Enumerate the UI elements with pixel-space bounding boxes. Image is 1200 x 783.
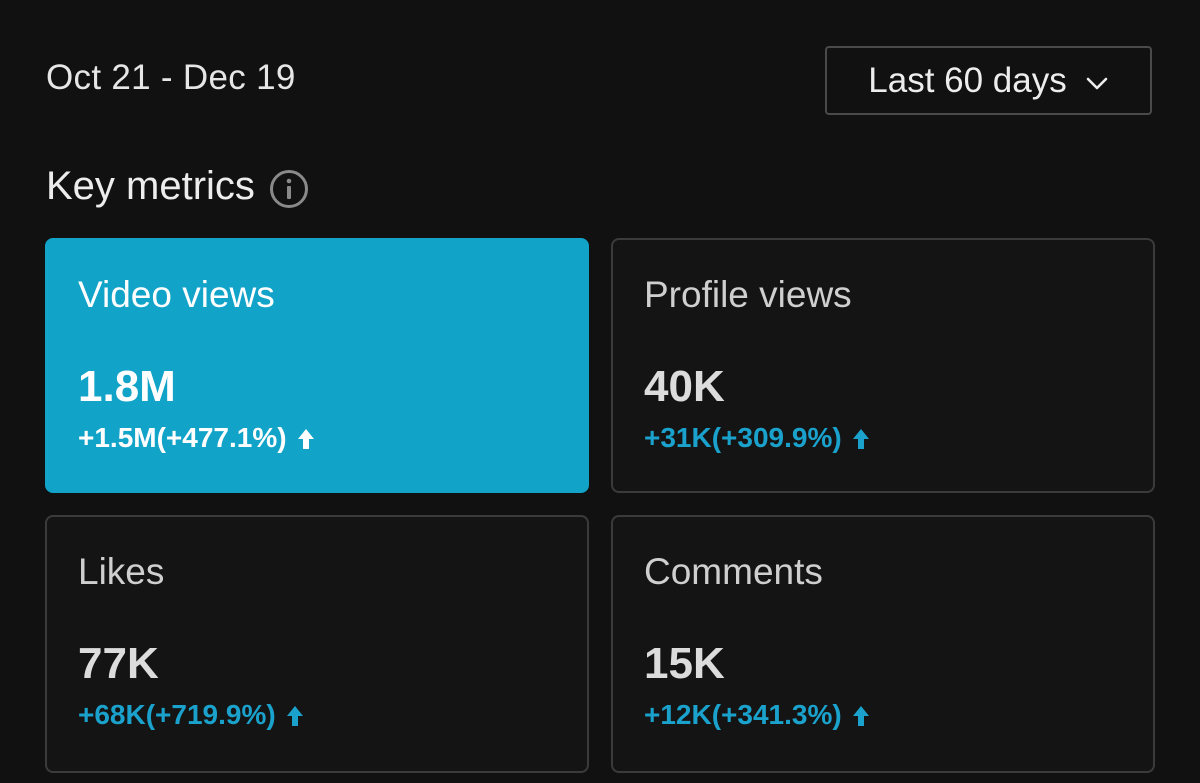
arrow-up-icon [852,705,870,727]
metric-value: 15K [644,639,725,688]
date-range-label: Oct 21 - Dec 19 [46,58,296,97]
metric-delta: +68K(+719.9%) [78,699,304,731]
metric-delta-text: +1.5M(+477.1%) [78,422,287,453]
metric-delta-text: +68K(+719.9%) [78,699,276,730]
section-title: Key metrics [46,163,309,209]
metric-card-profile-views[interactable]: Profile views 40K +31K(+309.9%) [611,238,1155,493]
metric-label: Likes [78,551,165,592]
chevron-down-icon [1085,75,1109,91]
metric-delta: +12K(+341.3%) [644,699,870,731]
arrow-up-icon [297,428,315,450]
metric-value: 77K [78,639,159,688]
metric-label: Video views [78,274,275,315]
metric-delta: +31K(+309.9%) [644,422,870,454]
section-title-text: Key metrics [46,163,255,208]
metric-delta-text: +31K(+309.9%) [644,422,842,453]
metric-label: Comments [644,551,823,592]
metric-value: 1.8M [78,362,176,411]
metric-delta: +1.5M(+477.1%) [78,422,315,454]
metric-label: Profile views [644,274,852,315]
period-dropdown-value: Last 60 days [868,60,1067,100]
metric-delta-text: +12K(+341.3%) [644,699,842,730]
info-icon[interactable] [269,169,309,209]
metric-card-comments[interactable]: Comments 15K +12K(+341.3%) [611,515,1155,773]
arrow-up-icon [852,428,870,450]
metric-value: 40K [644,362,725,411]
period-dropdown[interactable]: Last 60 days [825,46,1152,115]
arrow-up-icon [286,705,304,727]
metric-card-video-views[interactable]: Video views 1.8M +1.5M(+477.1%) [45,238,589,493]
metric-card-likes[interactable]: Likes 77K +68K(+719.9%) [45,515,589,773]
